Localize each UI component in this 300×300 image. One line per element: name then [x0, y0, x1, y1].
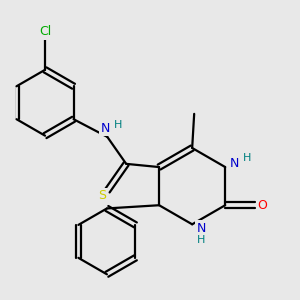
Text: S: S — [98, 189, 106, 202]
Text: H: H — [114, 120, 122, 130]
Text: N: N — [230, 157, 239, 169]
Text: O: O — [258, 199, 268, 212]
Text: N: N — [196, 222, 206, 235]
Text: Cl: Cl — [39, 25, 51, 38]
Text: H: H — [197, 235, 205, 244]
Text: H: H — [243, 153, 251, 163]
Text: N: N — [100, 122, 110, 134]
